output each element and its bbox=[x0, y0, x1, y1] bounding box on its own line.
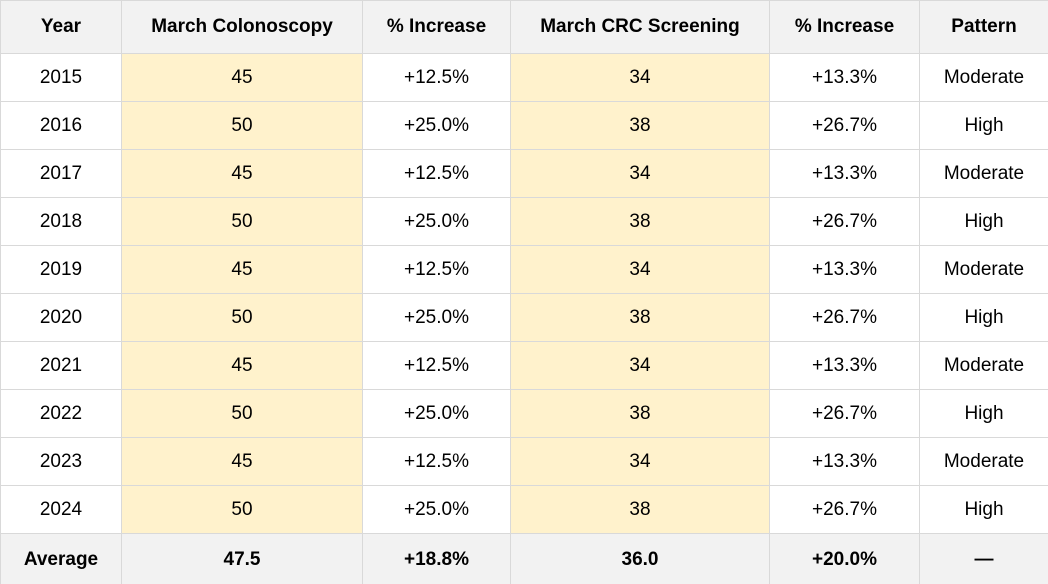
header-pattern: Pattern bbox=[919, 0, 1048, 54]
cell-crc-increase: +26.7% bbox=[769, 293, 920, 342]
cell-year: 2023 bbox=[0, 437, 122, 486]
cell-crc-increase: +13.3% bbox=[769, 437, 920, 486]
cell-pattern: High bbox=[919, 101, 1048, 150]
table-row: 2023 45 +12.5% 34 +13.3% Moderate bbox=[0, 437, 1048, 486]
cell-colonoscopy: 50 bbox=[121, 389, 363, 438]
table-row: 2020 50 +25.0% 38 +26.7% High bbox=[0, 293, 1048, 342]
cell-year: 2017 bbox=[0, 149, 122, 198]
cell-year: 2015 bbox=[0, 53, 122, 102]
cell-pattern: High bbox=[919, 293, 1048, 342]
average-row: Average 47.5 +18.8% 36.0 +20.0% — bbox=[0, 533, 1048, 584]
cell-year: 2021 bbox=[0, 341, 122, 390]
cell-crc-screening: 38 bbox=[510, 485, 770, 534]
cell-colonoscopy-increase: +12.5% bbox=[362, 53, 511, 102]
cell-year: 2019 bbox=[0, 245, 122, 294]
header-row: Year March Colonoscopy % Increase March … bbox=[0, 0, 1048, 54]
table-header: Year March Colonoscopy % Increase March … bbox=[0, 0, 1048, 54]
cell-crc-screening: 34 bbox=[510, 437, 770, 486]
cell-crc-screening: 38 bbox=[510, 293, 770, 342]
table-row: 2017 45 +12.5% 34 +13.3% Moderate bbox=[0, 149, 1048, 198]
cell-colonoscopy-increase: +12.5% bbox=[362, 149, 511, 198]
table-row: 2021 45 +12.5% 34 +13.3% Moderate bbox=[0, 341, 1048, 390]
average-colonoscopy: 47.5 bbox=[121, 533, 363, 584]
cell-colonoscopy-increase: +25.0% bbox=[362, 485, 511, 534]
cell-crc-increase: +13.3% bbox=[769, 341, 920, 390]
header-colonoscopy-increase: % Increase bbox=[362, 0, 511, 54]
cell-crc-screening: 38 bbox=[510, 389, 770, 438]
table-row: 2024 50 +25.0% 38 +26.7% High bbox=[0, 485, 1048, 534]
cell-year: 2020 bbox=[0, 293, 122, 342]
header-march-crc-screening: March CRC Screening bbox=[510, 0, 770, 54]
average-crc-increase: +20.0% bbox=[769, 533, 920, 584]
cell-pattern: Moderate bbox=[919, 341, 1048, 390]
cell-crc-increase: +26.7% bbox=[769, 197, 920, 246]
header-march-colonoscopy: March Colonoscopy bbox=[121, 0, 363, 54]
cell-pattern: Moderate bbox=[919, 149, 1048, 198]
cell-crc-screening: 34 bbox=[510, 149, 770, 198]
cell-colonoscopy-increase: +25.0% bbox=[362, 197, 511, 246]
table-footer: Average 47.5 +18.8% 36.0 +20.0% — bbox=[0, 533, 1048, 584]
average-colonoscopy-increase: +18.8% bbox=[362, 533, 511, 584]
cell-crc-increase: +26.7% bbox=[769, 485, 920, 534]
table-body: 2015 45 +12.5% 34 +13.3% Moderate 2016 5… bbox=[0, 53, 1048, 534]
table-row: 2015 45 +12.5% 34 +13.3% Moderate bbox=[0, 53, 1048, 102]
cell-crc-increase: +13.3% bbox=[769, 245, 920, 294]
cell-pattern: High bbox=[919, 197, 1048, 246]
cell-colonoscopy: 50 bbox=[121, 197, 363, 246]
cell-crc-increase: +13.3% bbox=[769, 53, 920, 102]
cell-crc-screening: 38 bbox=[510, 197, 770, 246]
cell-colonoscopy: 45 bbox=[121, 437, 363, 486]
cell-year: 2024 bbox=[0, 485, 122, 534]
cell-colonoscopy-increase: +25.0% bbox=[362, 389, 511, 438]
cell-colonoscopy: 50 bbox=[121, 293, 363, 342]
cell-colonoscopy: 45 bbox=[121, 245, 363, 294]
cell-colonoscopy: 45 bbox=[121, 53, 363, 102]
average-pattern: — bbox=[919, 533, 1048, 584]
header-year: Year bbox=[0, 0, 122, 54]
table-row: 2022 50 +25.0% 38 +26.7% High bbox=[0, 389, 1048, 438]
cell-colonoscopy-increase: +25.0% bbox=[362, 101, 511, 150]
cell-crc-increase: +13.3% bbox=[769, 149, 920, 198]
cell-crc-increase: +26.7% bbox=[769, 389, 920, 438]
cell-crc-screening: 34 bbox=[510, 53, 770, 102]
cell-year: 2016 bbox=[0, 101, 122, 150]
average-crc-screening: 36.0 bbox=[510, 533, 770, 584]
average-label: Average bbox=[0, 533, 122, 584]
cell-year: 2022 bbox=[0, 389, 122, 438]
cell-pattern: Moderate bbox=[919, 245, 1048, 294]
cell-crc-screening: 34 bbox=[510, 341, 770, 390]
cell-pattern: High bbox=[919, 485, 1048, 534]
cell-crc-screening: 34 bbox=[510, 245, 770, 294]
header-crc-increase: % Increase bbox=[769, 0, 920, 54]
cell-colonoscopy: 50 bbox=[121, 485, 363, 534]
cell-colonoscopy: 45 bbox=[121, 341, 363, 390]
cell-pattern: High bbox=[919, 389, 1048, 438]
table-row: 2019 45 +12.5% 34 +13.3% Moderate bbox=[0, 245, 1048, 294]
cell-colonoscopy: 50 bbox=[121, 101, 363, 150]
cell-pattern: Moderate bbox=[919, 53, 1048, 102]
cell-pattern: Moderate bbox=[919, 437, 1048, 486]
table-row: 2016 50 +25.0% 38 +26.7% High bbox=[0, 101, 1048, 150]
table-row: 2018 50 +25.0% 38 +26.7% High bbox=[0, 197, 1048, 246]
cell-colonoscopy-increase: +12.5% bbox=[362, 245, 511, 294]
cell-colonoscopy-increase: +12.5% bbox=[362, 341, 511, 390]
cell-colonoscopy-increase: +25.0% bbox=[362, 293, 511, 342]
cell-colonoscopy-increase: +12.5% bbox=[362, 437, 511, 486]
cell-crc-increase: +26.7% bbox=[769, 101, 920, 150]
cell-crc-screening: 38 bbox=[510, 101, 770, 150]
cell-year: 2018 bbox=[0, 197, 122, 246]
cell-colonoscopy: 45 bbox=[121, 149, 363, 198]
